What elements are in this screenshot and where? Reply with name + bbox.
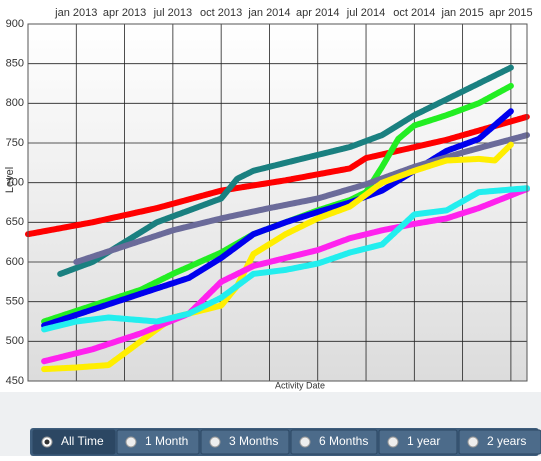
radio-dot xyxy=(44,439,50,445)
radio[interactable] xyxy=(125,436,137,448)
x-tick-label: apr 2015 xyxy=(489,7,532,19)
series-line xyxy=(41,185,530,333)
button-bg[interactable] xyxy=(116,429,200,455)
button-bg[interactable] xyxy=(378,429,458,455)
range-button[interactable]: 1 year xyxy=(378,429,458,455)
button-label[interactable]: 3 Months xyxy=(229,434,278,448)
plot-area xyxy=(28,24,527,381)
button-label[interactable]: 6 Months xyxy=(319,434,368,448)
x-tick-label: jan 2015 xyxy=(441,7,484,19)
series-line xyxy=(57,64,514,277)
range-button[interactable]: 2 years xyxy=(458,429,541,455)
range-button[interactable]: 3 Months xyxy=(200,429,290,455)
series-line xyxy=(73,132,530,265)
radio[interactable] xyxy=(209,436,221,448)
range-button[interactable]: All Time xyxy=(32,429,116,455)
x-tick-label: jul 2014 xyxy=(346,7,386,19)
x-tick-label: apr 2014 xyxy=(296,7,339,19)
x-tick-label: jul 2013 xyxy=(153,7,193,19)
range-button[interactable]: 1 Month xyxy=(116,429,200,455)
range-button[interactable]: 6 Months xyxy=(290,429,378,455)
y-tick-label: 850 xyxy=(6,58,24,70)
x-tick-label: oct 2014 xyxy=(393,7,435,19)
x-tick-label: oct 2013 xyxy=(200,7,242,19)
plot-frame xyxy=(27,23,528,382)
y-axis-label: Level xyxy=(4,167,16,193)
y-tick-label: 500 xyxy=(6,335,24,347)
button-label[interactable]: 1 year xyxy=(407,434,440,448)
series-line xyxy=(41,141,514,373)
series-line xyxy=(41,186,530,365)
y-tick-label: 600 xyxy=(6,256,24,268)
radio[interactable] xyxy=(299,436,311,448)
y-tick-label: 650 xyxy=(6,216,24,228)
button-label[interactable]: All Time xyxy=(61,434,104,448)
y-tick-label: 900 xyxy=(6,18,24,30)
y-tick-label: 550 xyxy=(6,296,24,308)
x-tick-label: jan 2013 xyxy=(54,7,97,19)
button-bg[interactable] xyxy=(200,429,290,455)
x-tick-label: jan 2014 xyxy=(247,7,290,19)
x-axis-label: Activity Date xyxy=(275,380,325,390)
series-line xyxy=(25,113,530,238)
x-tick-label: apr 2013 xyxy=(103,7,146,19)
radio[interactable] xyxy=(387,436,399,448)
y-tick-label: 450 xyxy=(6,375,24,387)
y-tick-label: 700 xyxy=(6,177,24,189)
series-line xyxy=(41,108,514,329)
button-label[interactable]: 1 Month xyxy=(145,434,188,448)
button-label[interactable]: 2 years xyxy=(487,434,526,448)
y-tick-label: 800 xyxy=(6,97,24,109)
button-bg[interactable] xyxy=(458,429,541,455)
button-bg[interactable] xyxy=(32,429,116,455)
radio[interactable] xyxy=(467,436,479,448)
y-tick-label: 750 xyxy=(6,137,24,149)
button-bg[interactable] xyxy=(290,429,378,455)
